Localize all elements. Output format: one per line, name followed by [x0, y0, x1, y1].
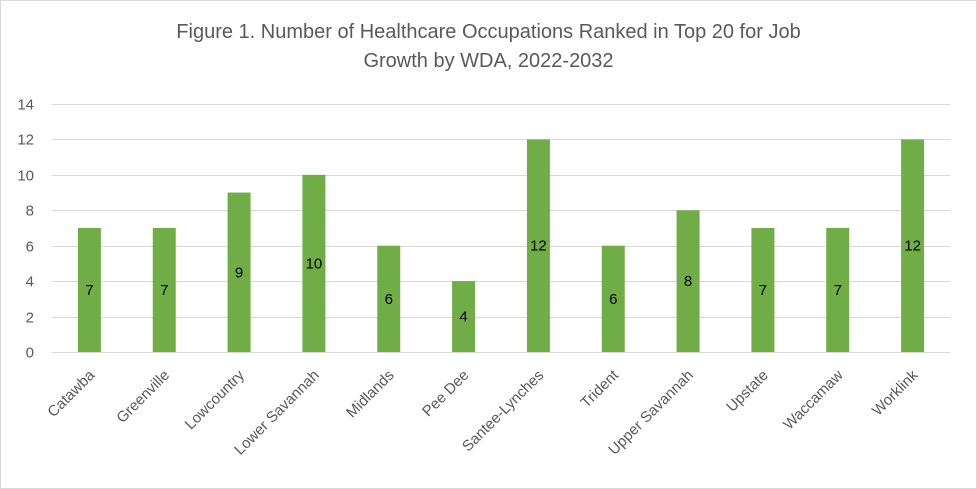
y-tick-label: 12: [17, 132, 34, 149]
data-label: 10: [306, 255, 323, 272]
data-label: 7: [85, 282, 93, 299]
x-category-label: Santee-Lynches: [459, 367, 547, 455]
bar: [152, 228, 176, 352]
data-label: 4: [459, 309, 467, 326]
data-label: 7: [834, 282, 842, 299]
data-label: 6: [385, 291, 393, 308]
x-category-label: Catawba: [44, 366, 98, 420]
gridlines: [52, 104, 950, 353]
x-category-label: Midlands: [343, 367, 397, 421]
bar: [751, 228, 775, 352]
x-category-label: Pee Dee: [419, 367, 472, 420]
y-tick-label: 4: [26, 274, 34, 291]
chart-title: Figure 1. Number of Healthcare Occupatio…: [0, 18, 977, 76]
data-label: 9: [235, 264, 243, 281]
bars: [77, 139, 925, 352]
y-tick-label: 8: [26, 203, 34, 220]
data-label: 6: [609, 291, 617, 308]
bar: [302, 174, 326, 352]
bar: [452, 281, 476, 352]
bar: [826, 228, 850, 352]
y-tick-label: 2: [26, 310, 34, 327]
bar: [77, 228, 101, 352]
y-tick-label: 0: [26, 345, 34, 362]
bar: [227, 192, 251, 352]
x-category-label: Upstate: [723, 367, 772, 416]
x-category-label: Trident: [577, 366, 622, 411]
x-category-label: Greenville: [113, 367, 173, 427]
x-category-label: Worklink: [869, 366, 922, 419]
data-labels: 7 7 9 10 6 4 12 6 8 7 7 12: [85, 238, 921, 326]
y-tick-label: 10: [17, 168, 34, 185]
chart-title-line-2: Growth by WDA, 2022-2032: [363, 50, 614, 72]
x-category-label: Lowcountry: [182, 366, 249, 433]
data-label: 7: [759, 282, 767, 299]
x-category-label: Waccamaw: [780, 367, 847, 434]
data-label: 12: [904, 238, 921, 255]
y-axis-tick-labels: 0 2 4 6 8 10 12 14: [17, 97, 34, 362]
data-label: 7: [160, 282, 168, 299]
y-tick-label: 6: [26, 239, 34, 256]
data-label: 8: [684, 273, 692, 290]
chart-title-line-1: Figure 1. Number of Healthcare Occupatio…: [176, 21, 801, 43]
y-tick-label: 14: [17, 97, 34, 114]
bar: [676, 210, 700, 352]
bar: [526, 139, 550, 352]
bar: [901, 139, 925, 352]
bar: [601, 245, 625, 352]
bar: [377, 245, 401, 352]
data-label: 12: [530, 238, 547, 255]
